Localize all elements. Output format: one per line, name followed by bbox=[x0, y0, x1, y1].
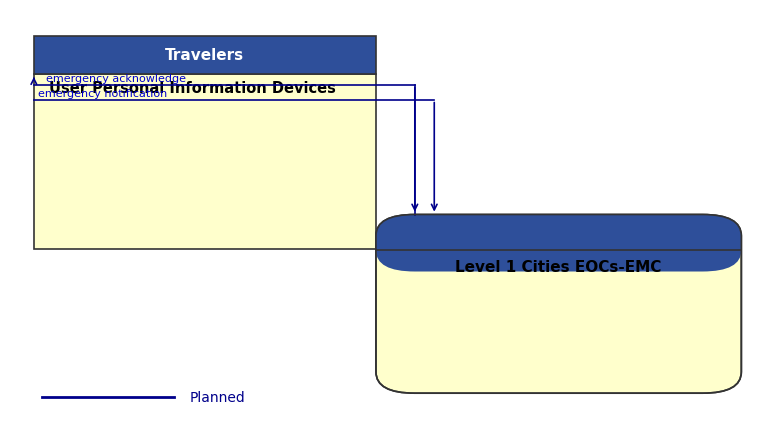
Text: emergency acknowledge: emergency acknowledge bbox=[45, 74, 186, 84]
FancyBboxPatch shape bbox=[376, 215, 742, 272]
Text: User Personal Information Devices: User Personal Information Devices bbox=[49, 81, 337, 96]
Text: Planned: Planned bbox=[189, 390, 245, 405]
Text: Level 1 Cities EOCs-EMC: Level 1 Cities EOCs-EMC bbox=[456, 259, 662, 274]
Bar bbox=[34, 75, 376, 249]
Text: emergency notification: emergency notification bbox=[38, 89, 167, 99]
Bar bbox=[376, 230, 742, 251]
Text: Travelers: Travelers bbox=[165, 48, 244, 63]
FancyBboxPatch shape bbox=[376, 215, 742, 393]
Bar bbox=[34, 37, 376, 75]
